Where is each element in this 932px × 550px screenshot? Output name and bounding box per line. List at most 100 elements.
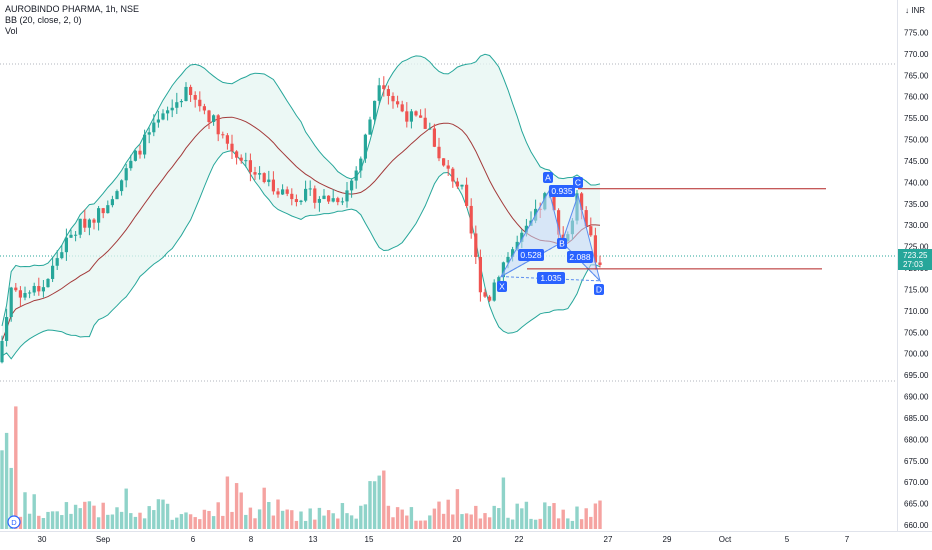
time-tick-label: 27	[604, 535, 613, 544]
candle-body	[497, 277, 501, 283]
volume-bar	[9, 467, 13, 529]
price-tick-label: 765.00	[904, 71, 929, 80]
volume-bar	[349, 515, 354, 529]
candle-body	[382, 85, 386, 90]
svg-text:C: C	[575, 178, 581, 188]
candle-body	[455, 181, 459, 187]
harmonic-pattern[interactable]: X A B C D 0.935 0.528 2.088 1.035	[497, 172, 826, 295]
candle-body	[331, 198, 335, 202]
volume-bar	[363, 504, 368, 529]
volume-bar	[73, 504, 78, 529]
currency-label[interactable]: ↓ INR	[905, 6, 925, 15]
volume-bar	[547, 506, 552, 529]
candle-body	[244, 160, 248, 162]
axes: ↓ INR 775.00 770.00 765.00 760.00 755.00 750.0…	[7, 6, 932, 544]
price-tick-label: 690.00	[904, 393, 929, 402]
volume-bar	[451, 514, 455, 529]
volume-bar	[78, 508, 82, 529]
candle-body	[446, 165, 450, 169]
volume-bar	[267, 501, 271, 529]
volume-bar	[593, 503, 598, 529]
candle-body	[14, 287, 18, 291]
price-tick-label: 705.00	[904, 328, 929, 337]
candle-body	[336, 198, 340, 203]
price-tick-label: 695.00	[904, 371, 929, 380]
time-tick-label: 13	[309, 535, 318, 544]
candle-body	[460, 184, 464, 187]
bb-indicator-label[interactable]: BB (20, close, 2, 0)	[5, 15, 82, 25]
volume-bar	[561, 509, 565, 529]
pattern-ratio-label: 2.088	[567, 251, 593, 263]
candle-body	[166, 110, 170, 114]
pattern-point-c[interactable]: C	[573, 177, 583, 188]
pattern-point-b[interactable]: B	[557, 238, 567, 249]
svg-text:D: D	[11, 518, 17, 527]
candle-body	[124, 168, 128, 181]
candle-body	[198, 99, 202, 107]
volume-bar	[598, 500, 602, 529]
volume-bar	[483, 513, 487, 529]
candle-body	[584, 210, 588, 227]
candle-body	[405, 111, 409, 122]
volume-bar	[529, 518, 533, 529]
candle-body	[589, 226, 593, 236]
candle-body	[469, 205, 473, 234]
price-tick-label: 660.00	[904, 521, 929, 530]
time-tick-label: 22	[515, 535, 524, 544]
candle-body	[354, 170, 358, 181]
volume-bar	[239, 492, 243, 529]
pattern-point-a[interactable]: A	[543, 172, 553, 183]
candle-body	[212, 115, 216, 122]
volume-bar	[152, 510, 156, 529]
grid	[0, 0, 932, 532]
svg-text:X: X	[499, 282, 505, 292]
candle-body	[304, 188, 308, 201]
chart-legend: AUROBINDO PHARMA, 1h, NSE BB (20, close,…	[5, 4, 139, 37]
volume-bar	[584, 508, 588, 529]
pattern-point-x[interactable]: X	[497, 281, 507, 292]
volume-bar	[428, 515, 432, 529]
candle-body	[598, 262, 602, 265]
candle-body	[170, 107, 174, 111]
time-tick-label: 20	[453, 535, 462, 544]
volume-bar	[64, 502, 69, 529]
volume-bar	[395, 507, 400, 529]
volume-bar	[405, 515, 409, 529]
volume-indicator-label[interactable]: Vol	[5, 26, 18, 36]
candle-body	[193, 95, 197, 100]
candle-body	[580, 193, 584, 211]
candle-body	[593, 235, 597, 263]
volume-bar	[147, 506, 151, 529]
svg-text:B: B	[559, 239, 565, 249]
pattern-point-d[interactable]: D	[594, 284, 604, 295]
volume-bar	[138, 512, 142, 529]
volume-bar	[520, 508, 524, 529]
volume-bar	[119, 511, 124, 529]
candle-body	[409, 111, 413, 122]
candle-body	[179, 101, 183, 103]
symbol-title[interactable]: AUROBINDO PHARMA, 1h, NSE	[5, 4, 140, 14]
candle-body	[216, 115, 220, 135]
time-tick-label: 6	[191, 535, 196, 544]
candle-body	[414, 111, 418, 116]
volume-bar	[575, 506, 579, 529]
candle-body	[501, 262, 505, 278]
candle-body	[64, 237, 68, 253]
candle-body	[207, 110, 211, 122]
candle-body	[41, 287, 45, 292]
candle-body	[492, 282, 496, 301]
dividend-marker-badge[interactable]: D	[7, 515, 21, 529]
candle-body	[60, 252, 64, 259]
candle-body	[101, 208, 105, 214]
volume-bar	[423, 520, 427, 529]
candle-body	[327, 195, 331, 202]
volume-bar	[391, 517, 395, 529]
candle-body	[120, 180, 124, 192]
volume-bar	[340, 503, 345, 529]
time-tick-label: 5	[785, 535, 790, 544]
time-tick-label: 7	[845, 535, 850, 544]
candle-body	[239, 157, 243, 161]
volume-bar	[552, 503, 556, 529]
